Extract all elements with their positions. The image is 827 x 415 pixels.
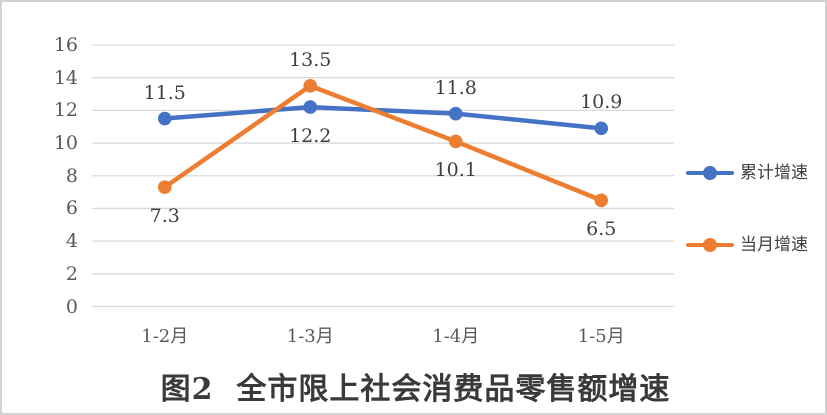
- data-point-marker: [594, 121, 609, 136]
- legend-item-current-month-growth: 当月增速: [686, 230, 808, 260]
- chart-legend: 累计增速 当月增速: [686, 2, 825, 413]
- legend-label-current-month-growth: 当月增速: [740, 235, 808, 255]
- series-line-0: [162, 104, 604, 131]
- data-point-marker: [303, 79, 318, 93]
- data-point-marker: [448, 134, 463, 149]
- series-line-1: [162, 83, 604, 203]
- legend-label-cumulative-growth: 累计增速: [740, 163, 808, 183]
- data-point-marker: [157, 111, 172, 126]
- data-point-marker: [303, 100, 318, 114]
- line-marker-icon: [686, 166, 734, 180]
- chart-title: 图2 全市限上社会消费品零售额增速: [160, 372, 671, 407]
- data-point-marker: [594, 193, 609, 208]
- legend-item-cumulative-growth: 累计增速: [686, 158, 808, 188]
- line-marker-icon: [686, 238, 734, 252]
- data-point-marker: [157, 180, 172, 194]
- data-point-marker: [448, 106, 463, 121]
